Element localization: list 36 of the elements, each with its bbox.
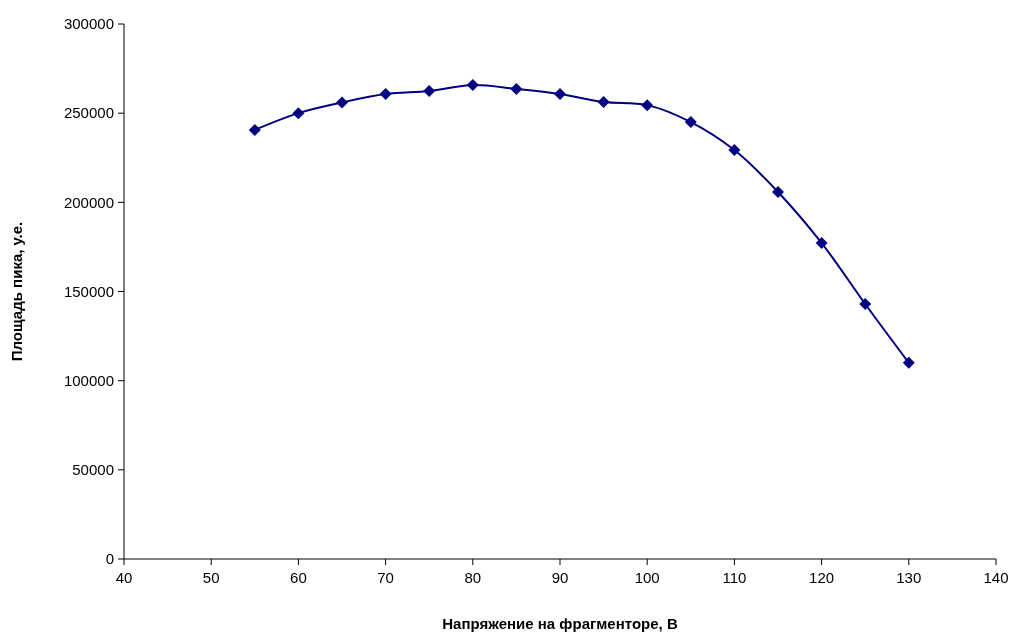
y-tick-label: 200000	[63, 193, 114, 211]
point	[336, 96, 348, 109]
x-tick-label: 120	[809, 569, 835, 586]
y-axis-title: Площадь пика, у.е.	[8, 221, 25, 362]
y-tick-label: 250000	[63, 104, 114, 122]
point	[292, 107, 305, 120]
x-tick-label: 130	[896, 569, 922, 586]
point	[379, 88, 392, 101]
x-tick-label: 110	[722, 569, 747, 586]
point	[728, 144, 741, 157]
y-tick-label: 0	[105, 550, 114, 568]
point	[859, 297, 872, 310]
x-axis-title: Напряжение на фрагменторе, В	[442, 615, 678, 632]
x-tick-label: 40	[115, 569, 133, 586]
point	[684, 116, 697, 129]
point	[902, 356, 915, 369]
y-tick-label: 300000	[63, 15, 114, 33]
point	[554, 88, 566, 101]
point	[815, 236, 828, 249]
x-tick-label: 80	[464, 569, 482, 586]
point	[641, 99, 654, 112]
point	[248, 123, 261, 136]
point	[597, 96, 610, 109]
point	[423, 85, 436, 98]
x-tick-label: 90	[551, 569, 569, 586]
x-tick-label: 140	[983, 569, 1009, 586]
y-tick-label: 150000	[63, 282, 114, 300]
x-tick-label: 70	[377, 569, 394, 586]
x-tick-label: 100	[634, 569, 660, 586]
point	[772, 185, 784, 198]
y-tick-label: 100000	[63, 371, 114, 389]
x-tick-label: 50	[202, 569, 220, 586]
x-tick-label: 60	[290, 569, 307, 586]
point	[466, 78, 479, 91]
point	[510, 82, 523, 95]
y-tick-label: 50000	[72, 461, 114, 479]
